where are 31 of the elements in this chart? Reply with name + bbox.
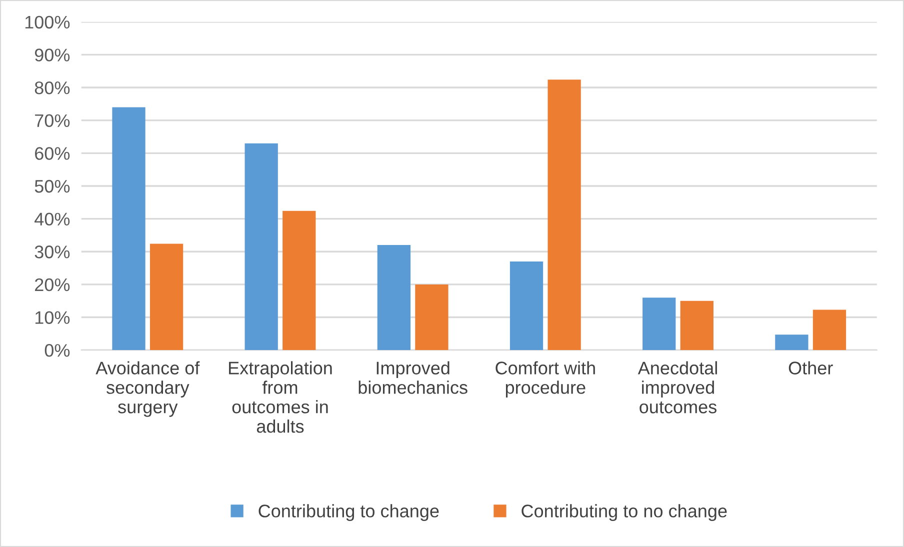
y-tick-label: 0% [44,344,70,357]
legend-label: Contributing to change [258,504,439,522]
y-tick-label: 80% [34,81,70,94]
y-tick-label: 40% [34,212,70,226]
bar [112,107,146,350]
bar [415,284,448,350]
bar [244,143,278,350]
x-tick-label: Comfort with procedure [496,361,595,398]
bar [775,334,808,350]
x-tick-label: Other [788,361,833,374]
bar [150,244,184,350]
bar [510,261,544,350]
bar [282,210,316,350]
y-tick-label: 60% [35,147,70,160]
bar [812,310,846,350]
y-tick-label: 70% [35,114,70,128]
legend-label: Contributing to no change [522,504,727,522]
y-tick-label: 30% [34,246,70,258]
y-tick-label: 10% [35,311,70,324]
y-tick-label: 20% [35,278,70,292]
y-tick-label: 90% [34,48,70,62]
x-tick-label: Anecdotal improved outcomes [638,361,717,414]
bar [377,245,411,350]
y-tick-label: 100% [25,16,70,29]
bar [680,300,714,350]
x-tick-label: Improved biomechanics [358,361,468,394]
x-tick-label: Extrapolation from outcomes in adults [229,361,332,433]
y-tick-label: 50% [34,180,70,193]
bar [548,80,581,350]
x-tick-label: Avoidance of secondary surgery [96,361,200,417]
bar [642,298,676,350]
